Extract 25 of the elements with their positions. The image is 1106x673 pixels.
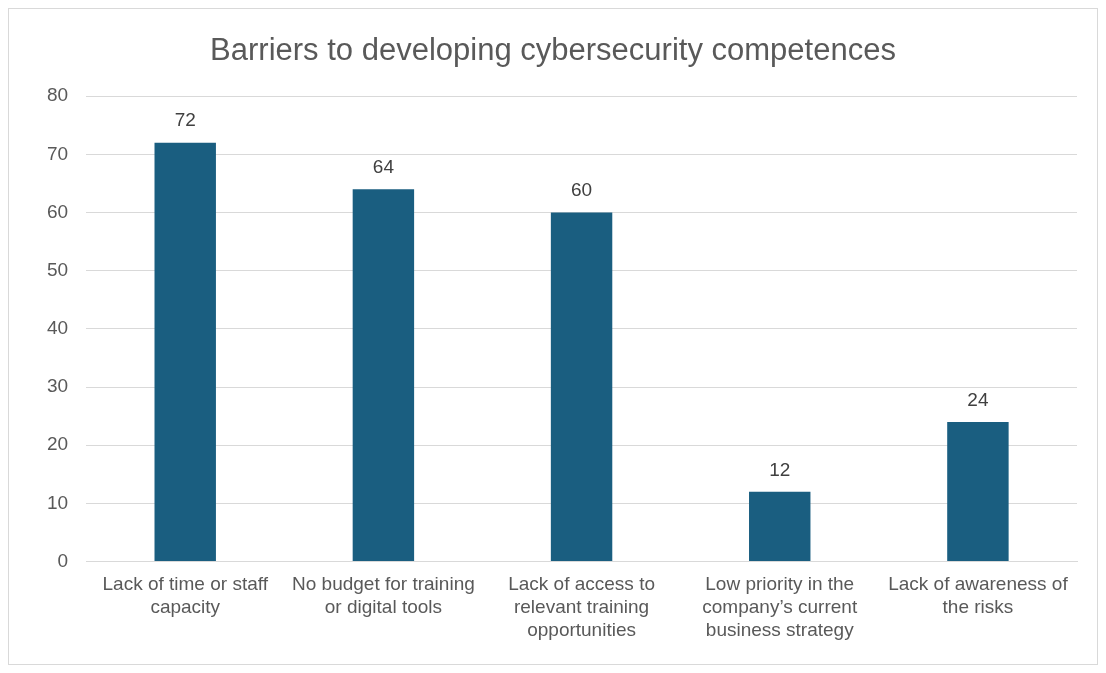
bar (154, 142, 216, 562)
y-tick-label: 30 (46, 375, 69, 397)
y-tick-label: 50 (46, 258, 69, 280)
data-label: 60 (571, 179, 593, 201)
x-tick-label: Lack of time or staff capacity (102, 573, 269, 618)
y-tick-label: 10 (46, 491, 69, 513)
data-label: 64 (372, 156, 395, 178)
x-tick-label: Lack of access to relevant training opportunities (508, 573, 655, 640)
bar (947, 421, 1009, 562)
x-tick-label: No budget for training or digital tools (292, 573, 475, 618)
bar (550, 212, 613, 562)
y-tick-label: 20 (46, 433, 69, 455)
data-label: 24 (967, 388, 989, 410)
x-tick-label: Low priority in the company’s current business strategy (702, 573, 858, 640)
x-tick-label: Lack of awareness of the risks (888, 573, 1069, 618)
y-tick-label: 70 (46, 142, 69, 164)
y-tick-label: 80 (46, 84, 69, 106)
chart-title: Barriers to developing cybersecurity competences (210, 32, 896, 68)
y-tick-label: 60 (46, 200, 69, 222)
y-tick-label: 40 (46, 317, 69, 339)
data-label: 72 (174, 109, 196, 131)
bar (352, 189, 415, 562)
y-tick-label: 0 (57, 549, 69, 571)
data-label: 12 (769, 458, 791, 480)
bar (749, 491, 811, 562)
